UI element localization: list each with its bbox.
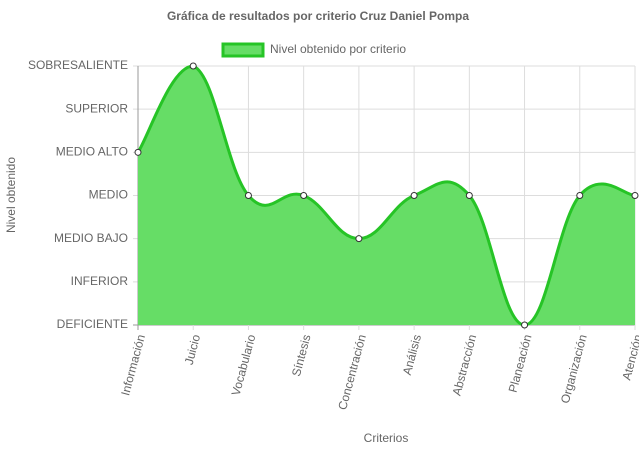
legend-swatch bbox=[221, 42, 265, 58]
y-tick-label: SOBRESALIENTE bbox=[28, 58, 128, 72]
point bbox=[465, 192, 473, 199]
x-tick-label: Síntesis bbox=[289, 333, 314, 378]
area bbox=[138, 66, 635, 325]
y-tick-label: INFERIOR bbox=[71, 274, 129, 288]
x-tick-label: Atención bbox=[619, 333, 639, 382]
x-tick-label: Análisis bbox=[400, 333, 424, 377]
chart-title: Gráfica de resultados por criterio Cruz … bbox=[167, 9, 469, 23]
line bbox=[136, 64, 636, 327]
legend-label: Nivel obtenido por criterio bbox=[270, 42, 406, 56]
x-tick-label: Vocabulario bbox=[229, 333, 259, 398]
point bbox=[244, 192, 252, 199]
x-tick-label: Concentración bbox=[335, 333, 369, 411]
point bbox=[521, 321, 529, 329]
y-axis-title: Nivel obtenido bbox=[4, 157, 18, 233]
x-tick-label: Información bbox=[118, 333, 148, 397]
x-tick-label: Juicio bbox=[182, 333, 204, 367]
point bbox=[189, 62, 197, 70]
x-tick-label: Abstracción bbox=[450, 333, 480, 397]
point bbox=[410, 192, 418, 199]
x-tick-label: Organización bbox=[558, 333, 590, 405]
x-tick-label: Planeación bbox=[506, 333, 535, 394]
y-tick-label: MEDIO ALTO bbox=[56, 145, 128, 159]
x-axis-title: Criterios bbox=[364, 431, 409, 445]
y-tick-label: MEDIO bbox=[89, 188, 128, 202]
y-tick-label: SUPERIOR bbox=[65, 101, 128, 115]
y-tick-label: DEFICIENTE bbox=[57, 317, 128, 331]
point bbox=[355, 235, 363, 243]
y-tick-label: MEDIO BAJO bbox=[54, 231, 128, 245]
point bbox=[134, 148, 142, 156]
point bbox=[576, 192, 584, 199]
point bbox=[631, 192, 639, 199]
point bbox=[300, 192, 308, 199]
